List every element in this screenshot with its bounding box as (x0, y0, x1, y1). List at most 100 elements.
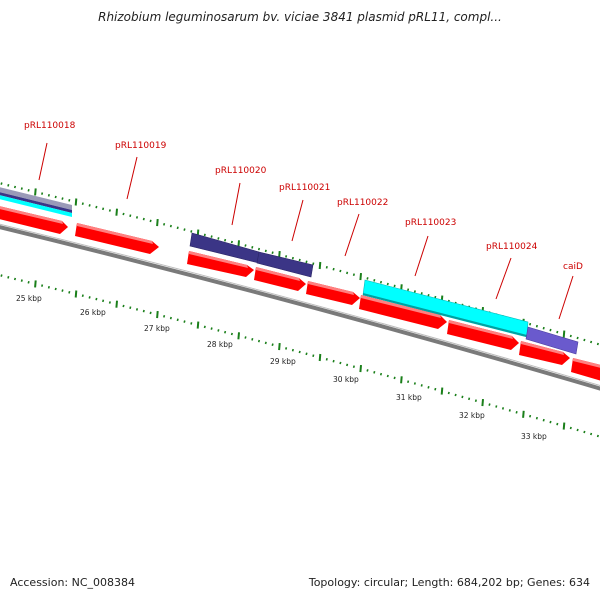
feature-bar-dark (0, 192, 72, 213)
feature-bar-cai-d (525, 326, 579, 355)
cds-track (0, 206, 600, 381)
minor-tick (461, 395, 464, 399)
accession-text: Accession: NC_008384 (10, 576, 136, 589)
minor-tick (569, 426, 572, 430)
minor-tick (149, 219, 152, 223)
minor-tick (535, 324, 538, 328)
gene-label-prl110019[interactable]: pRL110019 (115, 141, 167, 151)
gene-label-prl110021[interactable]: pRL110021 (279, 183, 330, 193)
feature-bar-prl110023-shade (363, 293, 527, 337)
major-tick (318, 353, 322, 362)
minor-tick (108, 301, 111, 304)
minor-tick (495, 405, 498, 408)
cds-arrow-prl110022 (306, 281, 360, 305)
feature-bar-gray (0, 187, 72, 210)
minor-tick (176, 318, 179, 322)
major-tick (34, 280, 37, 288)
minor-tick (102, 207, 105, 211)
gene-label-prl110022[interactable]: pRL110022 (337, 198, 388, 208)
minor-tick (81, 202, 84, 206)
minor-tick (271, 251, 274, 255)
gene-label-leaders (38, 142, 574, 320)
minor-tick (129, 214, 132, 218)
minor-tick (352, 273, 355, 277)
minor-tick (332, 359, 335, 363)
minor-tick (149, 311, 152, 315)
minor-tick (210, 235, 213, 238)
major-tick (440, 387, 444, 395)
gene-label-prl110020[interactable]: pRL110020 (215, 166, 267, 176)
minor-tick (583, 338, 586, 342)
major-tick (562, 422, 566, 430)
major-tick (74, 198, 78, 206)
scale-label-29kbp: 29 kbp (270, 357, 296, 366)
minor-tick (54, 287, 57, 291)
minor-tick (468, 397, 471, 401)
minor-tick (190, 322, 193, 325)
minor-tick (135, 216, 139, 219)
minor-tick (474, 399, 477, 403)
minor-tick (68, 290, 71, 294)
minor-tick (542, 326, 545, 330)
minor-tick (508, 409, 511, 412)
major-tick (278, 343, 281, 351)
minor-tick (95, 205, 98, 209)
major-tick (74, 290, 78, 298)
minor-tick (61, 289, 64, 292)
gene-label-cai-d[interactable]: caiD (563, 262, 583, 272)
minor-tick (61, 197, 64, 200)
gene-label-prl110024[interactable]: pRL110024 (486, 242, 538, 252)
minor-tick (257, 339, 261, 343)
minor-tick (291, 256, 294, 260)
minor-tick (142, 309, 145, 313)
minor-tick (549, 420, 552, 424)
minor-tick (169, 316, 172, 320)
minor-tick (47, 285, 50, 289)
feature-track (0, 187, 579, 355)
minor-tick (88, 296, 91, 299)
minor-tick (135, 308, 139, 311)
minor-tick (20, 187, 23, 190)
cds-arrow-prl110024 (447, 320, 519, 350)
minor-tick (81, 294, 84, 298)
scale-label-27kbp: 27 kbp (144, 324, 170, 333)
minor-tick (68, 198, 71, 202)
minor-tick (217, 329, 220, 332)
minor-tick (549, 328, 552, 332)
minor-tick (291, 348, 294, 352)
minor-tick (230, 332, 233, 336)
minor-tick (244, 336, 247, 339)
minor-tick (203, 233, 206, 237)
minor-tick (224, 238, 227, 242)
minor-tick (339, 361, 342, 365)
minor-tick (102, 299, 105, 303)
gene-labels: pRL110018 pRL110019 pRL110020 pRL110021 … (24, 121, 583, 272)
major-tick (34, 188, 37, 196)
gene-label-prl110023[interactable]: pRL110023 (405, 218, 456, 228)
minor-tick (163, 222, 166, 226)
minor-tick (556, 422, 559, 426)
minor-tick (41, 284, 44, 287)
genome-backbone (0, 225, 600, 391)
minor-tick (569, 334, 572, 338)
minor-tick (583, 430, 586, 434)
gene-label-prl110018[interactable]: pRL110018 (24, 121, 76, 131)
minor-tick (224, 330, 227, 334)
scale-label-32kbp: 32 kbp (459, 411, 485, 420)
feature-bar-prl110021 (256, 251, 314, 278)
major-tick (359, 273, 362, 281)
major-tick (522, 410, 525, 418)
scale-label-33kbp: 33 kbp (521, 432, 547, 441)
minor-tick (7, 183, 10, 187)
minor-tick (108, 209, 111, 212)
scale-label-28kbp: 28 kbp (207, 340, 233, 349)
minor-tick (386, 282, 389, 286)
cds-arrow (0, 206, 68, 234)
minor-tick (346, 363, 349, 367)
minor-tick (529, 414, 532, 418)
minor-tick (13, 277, 17, 281)
minor-tick (596, 434, 599, 438)
scale-tick-track (0, 274, 599, 438)
minor-tick (251, 337, 254, 341)
